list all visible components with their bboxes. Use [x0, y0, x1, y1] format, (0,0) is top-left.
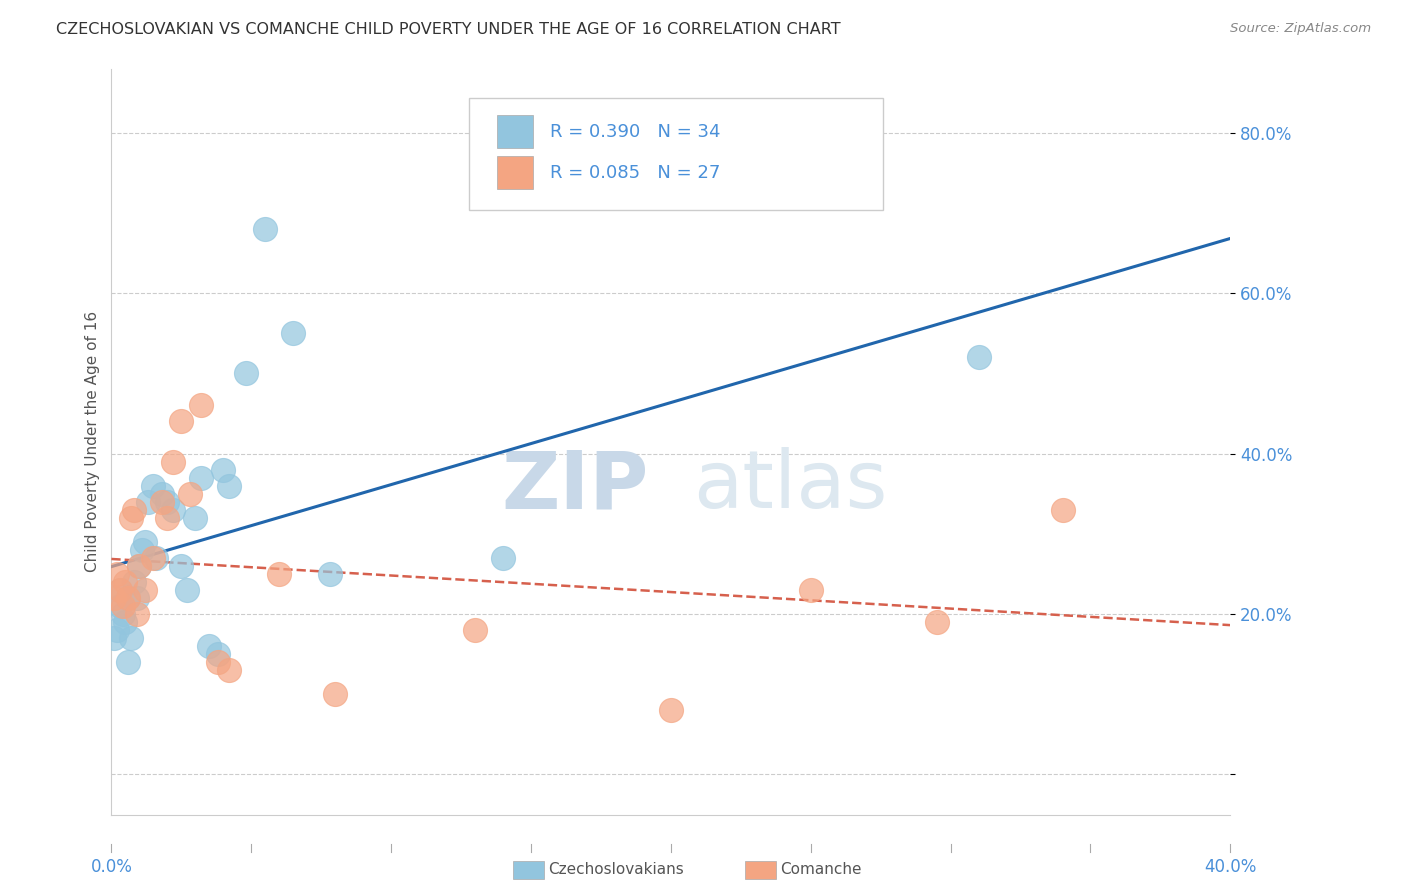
Point	[269, 566, 291, 581]
Point	[103, 591, 125, 605]
Point	[142, 478, 165, 492]
Point	[128, 558, 150, 573]
Text: Czechoslovakians: Czechoslovakians	[548, 863, 685, 877]
Point	[125, 607, 148, 621]
Text: 0.0%: 0.0%	[90, 858, 132, 876]
Text: Source: ZipAtlas.com: Source: ZipAtlas.com	[1230, 22, 1371, 36]
FancyBboxPatch shape	[470, 98, 883, 211]
Point	[105, 623, 128, 637]
Point	[128, 558, 150, 573]
Point	[464, 623, 486, 637]
Point	[156, 494, 179, 508]
Point	[800, 582, 823, 597]
Point	[190, 399, 212, 413]
Point	[108, 582, 131, 597]
Point	[120, 631, 142, 645]
Point	[283, 326, 305, 341]
Point	[111, 607, 134, 621]
Point	[134, 582, 156, 597]
Point	[162, 502, 184, 516]
Point	[207, 647, 229, 661]
Y-axis label: Child Poverty Under the Age of 16: Child Poverty Under the Age of 16	[86, 311, 100, 572]
Text: CZECHOSLOVAKIAN VS COMANCHE CHILD POVERTY UNDER THE AGE OF 16 CORRELATION CHART: CZECHOSLOVAKIAN VS COMANCHE CHILD POVERT…	[56, 22, 841, 37]
Point	[179, 486, 201, 500]
Point	[108, 582, 131, 597]
Text: 40.0%: 40.0%	[1204, 858, 1257, 876]
Point	[142, 550, 165, 565]
Point	[156, 510, 179, 524]
Point	[117, 591, 139, 605]
Point	[967, 351, 990, 365]
Point	[150, 494, 173, 508]
Point	[150, 486, 173, 500]
Point	[108, 599, 131, 613]
Point	[184, 510, 207, 524]
Point	[170, 558, 193, 573]
Point	[218, 478, 240, 492]
Text: ZIP: ZIP	[502, 447, 648, 525]
Point	[122, 502, 145, 516]
Point	[235, 367, 257, 381]
Point	[117, 591, 139, 605]
Point	[190, 470, 212, 484]
Point	[105, 566, 128, 581]
Point	[170, 415, 193, 429]
FancyBboxPatch shape	[498, 115, 533, 148]
Point	[492, 550, 515, 565]
Text: Comanche: Comanche	[780, 863, 862, 877]
Point	[122, 574, 145, 589]
Point	[162, 454, 184, 468]
Text: atlas: atlas	[693, 447, 887, 525]
Point	[925, 615, 948, 629]
Text: R = 0.085   N = 27: R = 0.085 N = 27	[550, 163, 720, 182]
Point	[323, 687, 346, 701]
Point	[176, 582, 198, 597]
Point	[117, 655, 139, 669]
Point	[125, 591, 148, 605]
Text: R = 0.390   N = 34: R = 0.390 N = 34	[550, 122, 720, 141]
Point	[212, 462, 235, 476]
Point	[659, 703, 682, 717]
Point	[103, 631, 125, 645]
Point	[114, 615, 136, 629]
Point	[134, 534, 156, 549]
Point	[218, 663, 240, 677]
Point	[114, 574, 136, 589]
Point	[254, 222, 277, 236]
Point	[136, 494, 159, 508]
Point	[131, 542, 153, 557]
Point	[111, 599, 134, 613]
Point	[318, 566, 340, 581]
Point	[1052, 502, 1074, 516]
Point	[198, 639, 221, 653]
Point	[120, 510, 142, 524]
Point	[207, 655, 229, 669]
Point	[145, 550, 167, 565]
FancyBboxPatch shape	[498, 156, 533, 189]
